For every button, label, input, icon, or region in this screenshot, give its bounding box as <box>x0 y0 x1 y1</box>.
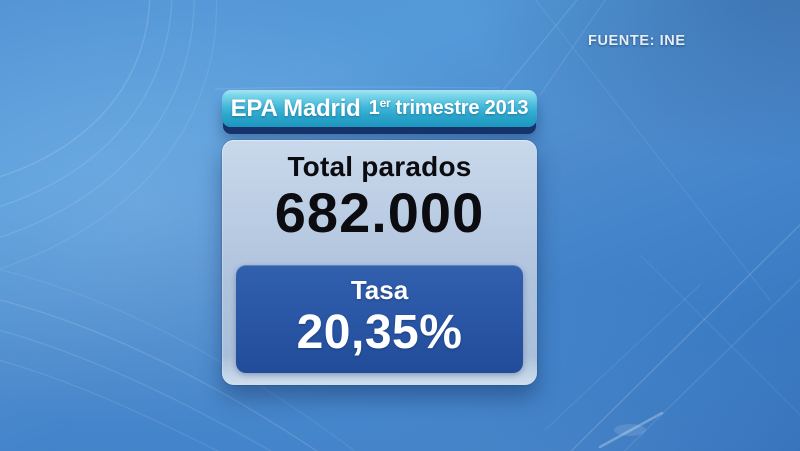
rate-box: Tasa 20,35% <box>236 265 523 373</box>
period-ordinal-superscript: er <box>379 96 391 110</box>
rate-label: Tasa <box>350 275 409 305</box>
total-unemployed-label: Total parados <box>287 151 472 182</box>
header-title: EPA Madrid <box>230 94 361 122</box>
source-label: FUENTE: INE <box>588 33 686 49</box>
total-unemployed-value: 682.000 <box>274 181 485 244</box>
stats-card: Total parados 682.000 Tasa 20,35% <box>222 140 537 385</box>
period-number: 1 <box>368 97 380 119</box>
period-text: trimestre 2013 <box>395 97 529 119</box>
panel-header-pill: EPA Madrid 1er trimestre 2013 <box>222 90 537 127</box>
rate-value: 20,35% <box>296 306 463 359</box>
header-period: 1er trimestre 2013 <box>368 96 529 120</box>
stats-panel: EPA Madrid 1er trimestre 2013 Total parad… <box>222 90 537 385</box>
